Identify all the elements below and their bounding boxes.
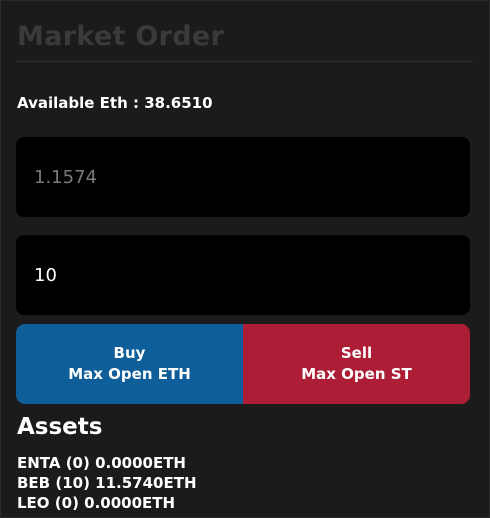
amount-input[interactable] [16,235,470,315]
buy-button[interactable]: Buy Max Open ETH [16,324,243,404]
buy-button-sublabel: Max Open ETH [68,365,191,383]
asset-item: ENTA (0) 0.0000ETH [17,454,186,472]
asset-item: BEB (10) 11.5740ETH [17,474,197,492]
order-buttons: Buy Max Open ETH Sell Max Open ST [16,324,470,404]
asset-item: LEO (0) 0.0000ETH [17,494,176,512]
page-title: Market Order [17,21,225,52]
buy-button-label: Buy [113,344,146,362]
title-divider [16,61,473,62]
sell-button-sublabel: Max Open ST [301,365,412,383]
sell-button[interactable]: Sell Max Open ST [243,324,470,404]
price-input[interactable] [16,137,470,217]
assets-heading: Assets [17,414,103,440]
sell-button-label: Sell [340,344,373,362]
asset-list: ENTA (0) 0.0000ETH BEB (10) 11.5740ETH L… [17,453,197,513]
available-balance: Available Eth : 38.6510 [17,94,213,112]
